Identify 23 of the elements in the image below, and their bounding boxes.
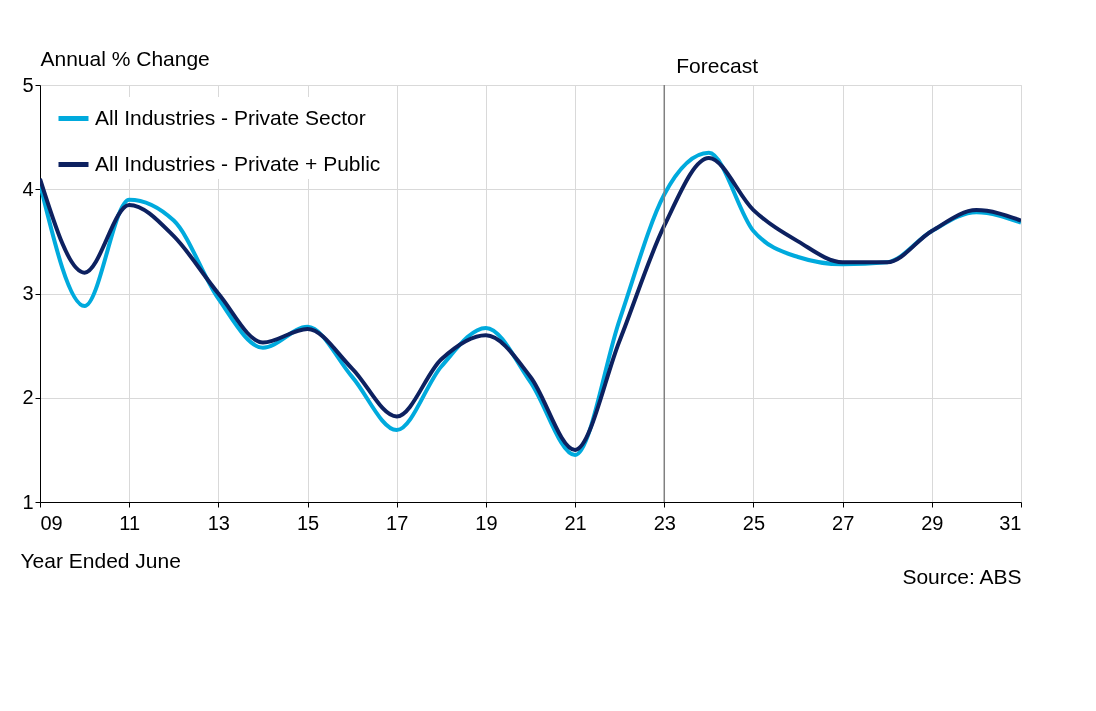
x-tick-label: 19 <box>475 511 498 534</box>
y-tick-label: 2 <box>22 386 34 409</box>
x-tick-label: 23 <box>653 511 676 534</box>
x-tick-label: 15 <box>296 511 320 534</box>
legend-label: All Industries - Private Sector <box>95 105 366 129</box>
legend-label: All Industries - Private + Public <box>95 151 381 175</box>
x-tick-label: 29 <box>921 511 944 534</box>
x-tick-label: 25 <box>742 511 766 534</box>
x-tick-label: 11 <box>119 511 141 534</box>
x-tick-label: 27 <box>832 511 855 534</box>
y-axis-title: Annual % Change <box>40 46 210 70</box>
x-axis-title: Year Ended June <box>20 548 181 572</box>
y-tick-label: 1 <box>22 490 34 513</box>
ref-line-label: Forecast <box>676 54 759 77</box>
y-tick-label: 4 <box>22 177 34 200</box>
y-tick-label: 5 <box>22 73 34 96</box>
y-tick-label: 3 <box>22 282 34 304</box>
x-tick-label: 21 <box>564 511 587 534</box>
x-tick-label: 13 <box>207 511 230 534</box>
x-tick-label: 09 <box>40 511 63 534</box>
x-tick-label: 31 <box>999 511 1022 534</box>
source-note: Source: ABS <box>902 565 1022 588</box>
x-tick-label: 17 <box>386 511 409 534</box>
